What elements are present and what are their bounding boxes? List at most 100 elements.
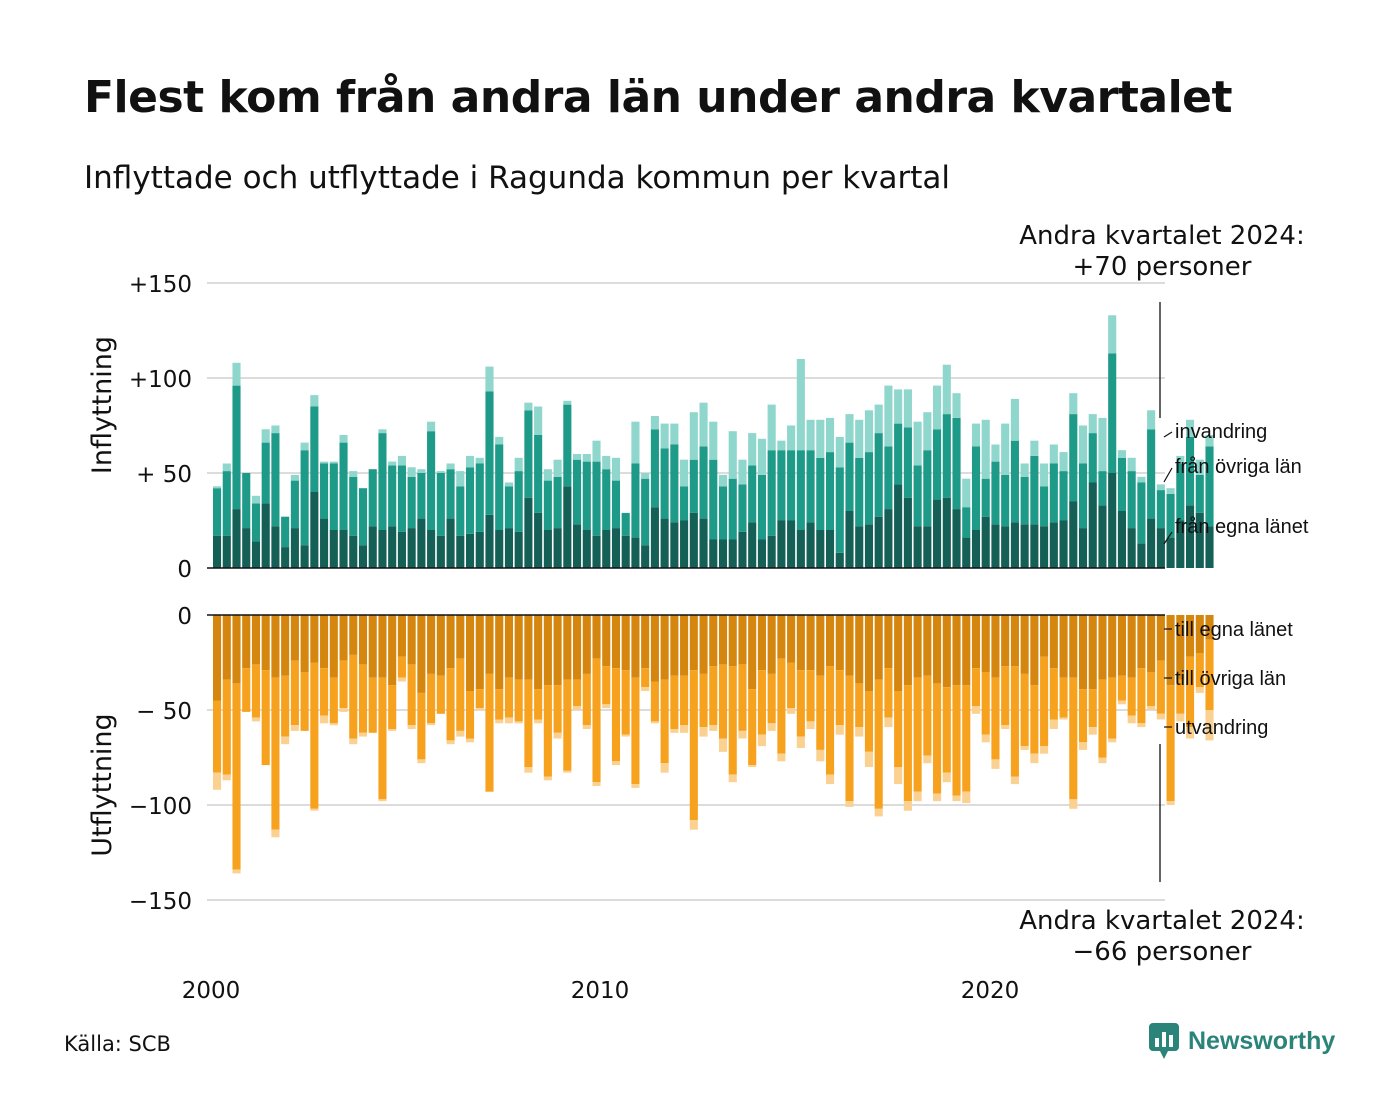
bar-in-segment bbox=[689, 512, 698, 568]
bar-in-segment bbox=[670, 423, 679, 445]
bar-out-segment bbox=[894, 615, 903, 691]
bar-in-segment bbox=[894, 389, 903, 424]
bar-in-segment bbox=[611, 457, 621, 481]
bar-in-segment bbox=[417, 473, 426, 519]
bar-in-segment bbox=[767, 535, 776, 568]
bar-out-segment bbox=[1020, 673, 1029, 747]
bar-in-segment bbox=[329, 461, 338, 464]
bar-out-segment bbox=[1205, 710, 1214, 741]
bar-out-segment bbox=[320, 715, 329, 724]
bar-in-segment bbox=[573, 459, 582, 525]
bar-out-segment bbox=[942, 772, 951, 783]
bar-out-segment bbox=[222, 615, 231, 680]
bar-out-segment bbox=[738, 664, 747, 731]
bar-in-segment bbox=[1166, 537, 1175, 568]
bar-out-segment bbox=[1049, 668, 1058, 720]
bar-out-segment bbox=[349, 738, 358, 745]
bar-in-segment bbox=[1127, 457, 1136, 472]
bar-in-segment bbox=[504, 528, 513, 568]
bar-out-segment bbox=[602, 666, 611, 705]
bar-out-segment bbox=[1156, 713, 1165, 720]
bar-in-segment bbox=[971, 530, 981, 568]
bar-in-segment bbox=[845, 414, 854, 443]
bar-out-segment bbox=[1059, 677, 1068, 718]
axes: 0 + 50 +100 +150 0 − 50 −100 −150 2000 2010 2020 bbox=[129, 272, 1165, 1004]
bar-out-segment bbox=[903, 801, 912, 811]
bar-in-segment bbox=[213, 488, 222, 536]
bar-out-segment bbox=[213, 615, 222, 701]
top-y-tick-label: +100 bbox=[129, 367, 192, 393]
bar-out-segment bbox=[465, 738, 475, 743]
bottom-y-tick-label: − 50 bbox=[136, 699, 192, 725]
bar-out-segment bbox=[232, 683, 241, 870]
bar-out-segment bbox=[1030, 685, 1039, 754]
top-y-tick-label: + 50 bbox=[136, 462, 192, 488]
top-y-tick-label: 0 bbox=[177, 557, 192, 583]
top-annotation-line1: Andra kvartalet 2024: bbox=[1019, 221, 1304, 251]
bar-out-segment bbox=[553, 615, 562, 686]
label-fran-egna-lanet: från egna länet bbox=[1175, 516, 1309, 538]
bar-out-segment bbox=[611, 761, 621, 766]
bar-in-segment bbox=[952, 393, 961, 418]
bar-out-segment bbox=[563, 615, 572, 680]
bar-out-segment bbox=[553, 685, 562, 733]
bar-out-segment bbox=[1088, 615, 1097, 690]
bar-in-segment bbox=[777, 450, 786, 521]
bar-in-segment bbox=[709, 421, 718, 460]
bar-in-segment bbox=[855, 457, 864, 527]
bar-in-segment bbox=[592, 535, 601, 568]
bar-out-segment bbox=[543, 615, 552, 686]
bar-in-segment bbox=[213, 535, 222, 568]
bar-out-segment bbox=[213, 772, 222, 790]
bar-out-segment bbox=[874, 808, 883, 817]
bar-in-segment bbox=[650, 507, 659, 568]
bar-out-segment bbox=[660, 763, 669, 773]
bar-out-segment bbox=[923, 755, 932, 764]
bar-in-segment bbox=[1176, 463, 1185, 521]
bar-out-segment bbox=[378, 615, 387, 678]
bar-in-segment bbox=[1147, 429, 1156, 519]
bar-in-segment bbox=[962, 537, 971, 568]
bar-in-segment bbox=[806, 450, 815, 523]
bar-out-segment bbox=[1010, 776, 1019, 785]
bar-in-segment bbox=[222, 463, 231, 472]
bar-in-segment bbox=[290, 474, 299, 481]
bar-in-segment bbox=[427, 530, 436, 568]
bar-out-segment bbox=[942, 615, 951, 688]
bar-out-segment bbox=[524, 679, 533, 767]
bar-out-segment bbox=[981, 734, 990, 743]
bar-in-segment bbox=[1001, 474, 1010, 527]
bar-out-segment bbox=[903, 685, 912, 802]
bar-out-segment bbox=[358, 664, 368, 733]
bar-out-segment bbox=[1030, 753, 1039, 764]
bar-out-segment bbox=[504, 717, 513, 724]
bar-in-segment bbox=[602, 530, 611, 568]
bar-out-segment bbox=[573, 679, 582, 707]
bar-out-segment bbox=[475, 708, 484, 710]
bar-in-segment bbox=[514, 531, 523, 568]
bar-out-segment bbox=[602, 704, 611, 709]
bar-in-segment bbox=[1108, 473, 1117, 568]
bar-in-segment bbox=[864, 524, 874, 568]
bar-out-segment bbox=[261, 615, 270, 671]
bar-out-segment bbox=[261, 670, 270, 766]
bar-out-segment bbox=[349, 615, 358, 655]
bar-out-segment bbox=[582, 615, 591, 674]
bar-in-segment bbox=[290, 480, 299, 529]
bar-out-segment bbox=[1040, 615, 1049, 657]
bar-out-segment bbox=[903, 615, 912, 686]
bar-in-segment bbox=[329, 530, 338, 568]
bar-out-segment bbox=[1195, 653, 1204, 688]
bar-out-segment bbox=[699, 673, 708, 728]
bar-in-segment bbox=[981, 419, 990, 479]
bar-out-segment bbox=[358, 732, 368, 737]
bar-in-segment bbox=[1108, 353, 1117, 473]
bar-in-segment bbox=[553, 528, 562, 568]
bar-in-segment bbox=[563, 404, 572, 487]
bar-out-segment bbox=[650, 721, 659, 724]
bar-out-segment bbox=[582, 725, 591, 729]
bar-out-segment bbox=[378, 799, 387, 802]
bar-in-segment bbox=[680, 459, 689, 487]
bar-in-segment bbox=[641, 478, 650, 546]
bar-out-segment bbox=[884, 615, 893, 669]
